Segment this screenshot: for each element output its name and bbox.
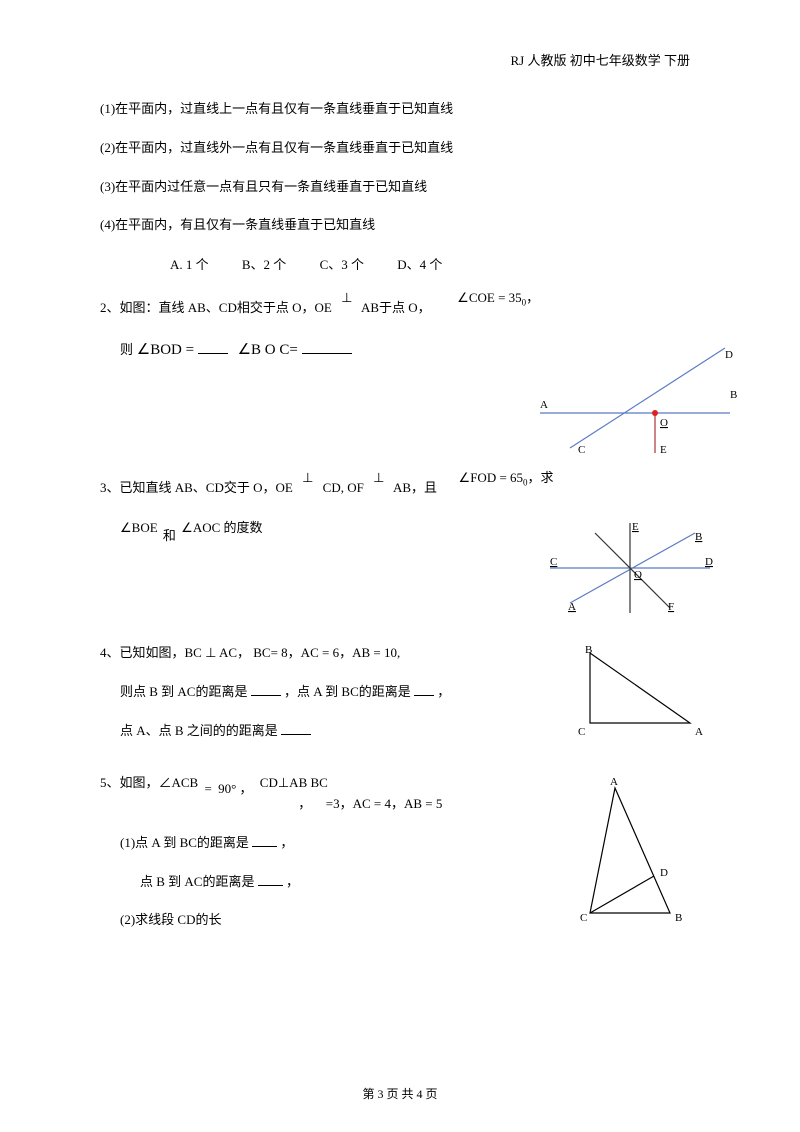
label-b: B: [695, 531, 702, 543]
blank-field: [258, 872, 283, 886]
label-e: E: [632, 521, 639, 533]
q3-text-1b: CD, OF: [323, 480, 364, 495]
q2-line1: 2、如图：直线 AB、CD相交于点 O，OE ⊥ AB于点 O， ∠COE = …: [70, 298, 730, 320]
q2-figure: A B C D E O: [530, 338, 750, 462]
q5-s1a: (1)点 A 到 BC的距离是: [120, 835, 249, 850]
q1-stmt-4: (4)在平面内，有且仅有一条直线垂直于已知直线: [70, 215, 730, 236]
q2-angle-bod: ∠BOD =: [137, 342, 198, 358]
angle-fod-val: ∠FOD = 65: [459, 470, 524, 485]
q5-s1b: ，: [280, 835, 293, 850]
q3-angle-fod: ∠FOD = 650，求: [459, 470, 554, 485]
option-b: B、2 个: [242, 257, 286, 272]
question-5: 5、如图，∠ACB = 90° ， CD⊥AB BC ， =3，AC = 4，A…: [70, 773, 730, 933]
q5-s2b: ，: [286, 874, 299, 889]
angle-coe-val: ∠COE = 35: [457, 290, 522, 305]
q3-figure: E B C D O A F: [540, 518, 720, 622]
question-3: 3、已知直线 AB、CD交于 O，OE ⊥ CD, OF ⊥ AB，且 ∠FOD…: [70, 478, 730, 618]
q4-text-2c: ，: [437, 684, 450, 699]
label-d: D: [660, 867, 668, 879]
q4-figure: C A B: [560, 643, 720, 747]
q3-aoc: ∠AOC 的度数: [181, 520, 262, 535]
label-o: O: [634, 569, 642, 581]
label-c: C: [578, 444, 585, 456]
blank-field: [198, 340, 228, 354]
label-c: C: [550, 556, 557, 568]
question-2: 2、如图：直线 AB、CD相交于点 O，OE ⊥ AB于点 O， ∠COE = …: [70, 298, 730, 448]
q3-and: 和: [163, 528, 176, 543]
q2-then: 则: [120, 342, 133, 357]
q1-options: A. 1 个 B、2 个 C、3 个 D、4 个: [70, 254, 730, 273]
q4-text-2b: ，点 A 到 BC的距离是: [284, 684, 411, 699]
label-c: C: [580, 912, 587, 924]
q1-stmt-2: (2)在平面内，过直线外一点有且仅有一条直线垂直于已知直线: [70, 138, 730, 159]
blank-field: [281, 721, 311, 735]
q2-angle-coe: ∠COE = 350，: [457, 290, 539, 305]
label-d: D: [705, 556, 713, 568]
label-a: A: [610, 776, 618, 788]
blank-field: [252, 833, 277, 847]
q3-text-1c: AB，且: [393, 480, 437, 495]
label-b: B: [585, 644, 592, 656]
q5-eq: =: [204, 781, 211, 796]
q4-text-2a: 则点 B 到 AC的距离是: [120, 684, 247, 699]
q5-vals: =3，AC = 4，AB = 5: [326, 796, 443, 811]
perp-icon: ⊥: [373, 470, 384, 485]
perp-icon: ⊥: [302, 470, 313, 485]
blank-field: [302, 340, 352, 354]
page-footer: 第 3 页 共 4 页: [0, 1085, 800, 1102]
q5-text-1a: 5、如图，∠ACB: [100, 775, 198, 790]
q2-text-1b: AB于点 O，: [361, 300, 431, 315]
label-a: A: [695, 726, 703, 738]
option-a: A. 1 个: [170, 257, 209, 272]
q5-comma1: ，: [240, 781, 253, 796]
q3-line1: 3、已知直线 AB、CD交于 O，OE ⊥ CD, OF ⊥ AB，且 ∠FOD…: [70, 478, 730, 500]
label-e: E: [660, 444, 667, 456]
q5-comma2: ，: [298, 796, 311, 811]
q4-text-3a: 点 A、点 B 之间的的距离是: [120, 723, 278, 738]
q1-stmt-3: (3)在平面内过任意一点有且只有一条直线垂直于已知直线: [70, 177, 730, 198]
perp-icon: ⊥: [341, 290, 352, 305]
q2-text-1a: 2、如图：直线 AB、CD相交于点 O，OE: [100, 300, 332, 315]
q5-text-1b: CD⊥AB BC: [260, 775, 328, 790]
label-o: O: [660, 417, 668, 429]
option-d: D、4 个: [397, 257, 442, 272]
label-a: A: [540, 399, 548, 411]
q3-text-1a: 3、已知直线 AB、CD交于 O，OE: [100, 480, 293, 495]
question-4: 4、已知如图，BC ⊥ AC， BC= 8，AC = 6，AB = 10, 则点…: [70, 643, 730, 753]
blank-field: [414, 682, 434, 696]
q5-90: 90°: [218, 781, 236, 796]
label-c: C: [578, 726, 585, 738]
label-f: F: [668, 601, 674, 613]
comma: ，: [526, 290, 539, 305]
q3-tail: ，求: [528, 470, 554, 485]
option-c: C、3 个: [320, 257, 364, 272]
q1-stmt-1: (1)在平面内，过直线上一点有且仅有一条直线垂直于已知直线: [70, 99, 730, 120]
label-a: A: [568, 601, 576, 613]
blank-field: [251, 682, 281, 696]
label-d: D: [725, 349, 733, 361]
page-header: RJ 人教版 初中七年级数学 下册: [70, 50, 730, 69]
label-b: B: [730, 389, 737, 401]
q5-figure: A B C D: [560, 773, 710, 937]
q5-s2a: 点 B 到 AC的距离是: [140, 874, 254, 889]
q2-angle-boc: ∠B O C=: [238, 342, 298, 358]
q3-boe: ∠BOE: [120, 520, 158, 535]
label-b: B: [675, 912, 682, 924]
